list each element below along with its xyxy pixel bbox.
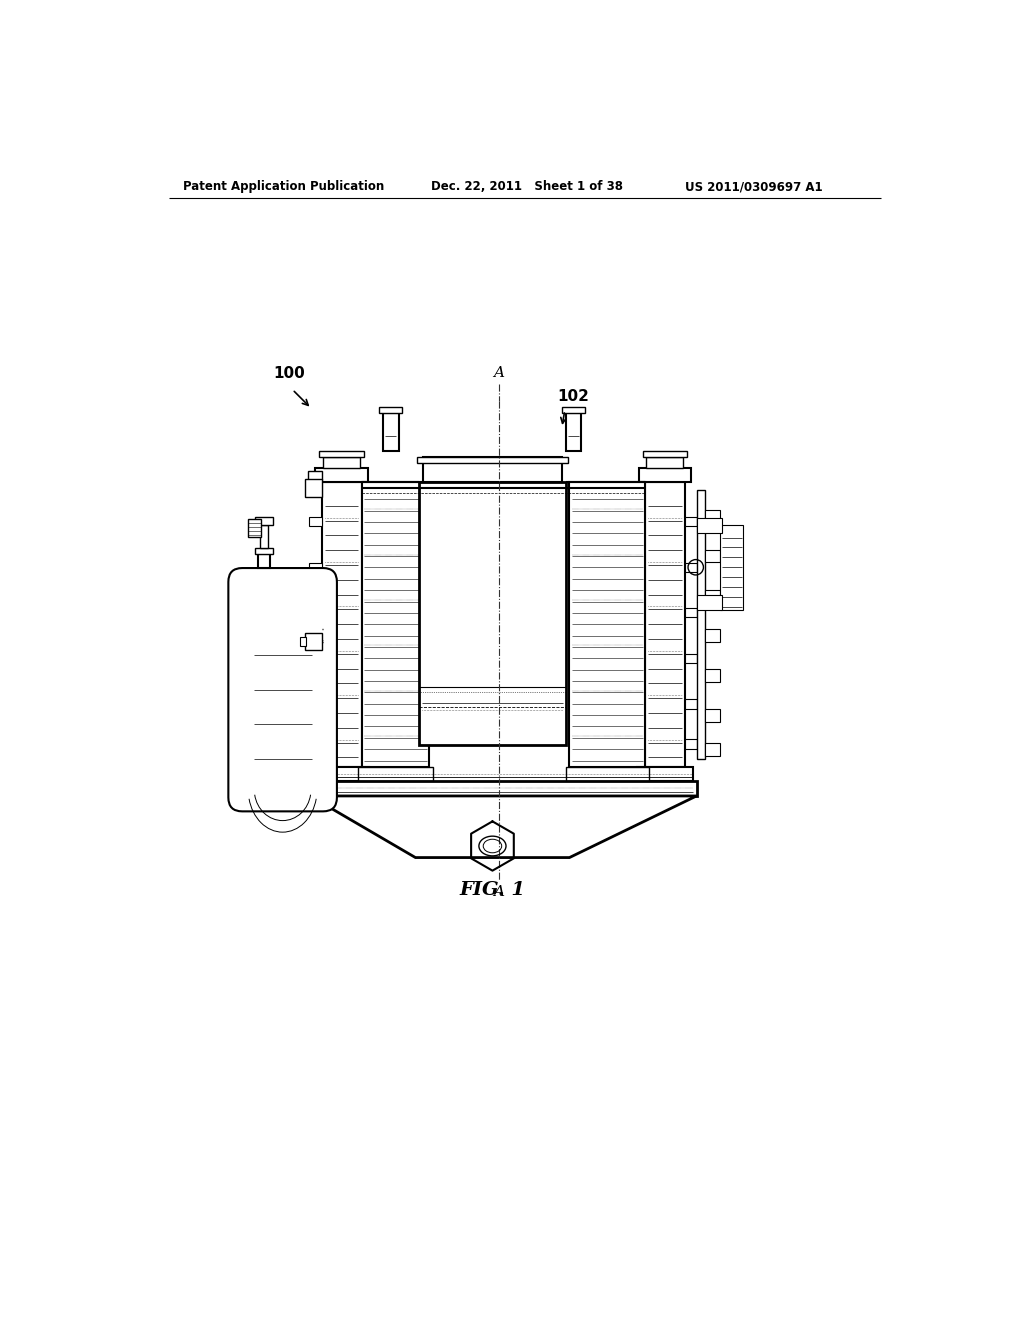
Polygon shape (310, 796, 696, 858)
Bar (310, 780, 696, 796)
Bar (307, 471, 322, 480)
Text: FIG. 1: FIG. 1 (460, 880, 525, 899)
Bar (643, 451, 687, 457)
Bar (685, 562, 697, 572)
Bar (562, 407, 585, 412)
Bar (383, 412, 398, 451)
Bar (309, 609, 322, 618)
Text: US 2011/0309697 A1: US 2011/0309697 A1 (685, 181, 822, 194)
Text: 102: 102 (557, 389, 589, 404)
Bar (705, 549, 720, 562)
Text: 100: 100 (273, 366, 305, 381)
Bar (309, 517, 322, 527)
Bar (569, 482, 645, 767)
Bar (255, 548, 273, 554)
Bar (255, 517, 273, 525)
Bar (685, 700, 697, 709)
Bar (685, 739, 697, 748)
Bar (645, 482, 685, 767)
Bar (304, 479, 322, 498)
Bar (720, 524, 743, 610)
Bar (249, 519, 261, 537)
Text: Patent Application Publication: Patent Application Publication (183, 181, 384, 194)
Bar (705, 709, 720, 722)
Bar (565, 412, 581, 451)
Bar (309, 739, 322, 748)
Bar (419, 482, 565, 744)
Bar (423, 457, 562, 482)
Bar (705, 743, 720, 756)
Bar (646, 457, 683, 469)
Bar (315, 469, 368, 482)
Bar (565, 767, 649, 780)
Bar (697, 517, 722, 533)
Text: A: A (494, 884, 504, 899)
Bar (637, 767, 692, 780)
Bar (685, 653, 697, 663)
Bar (313, 767, 370, 780)
Bar (260, 525, 267, 548)
Bar (705, 510, 720, 523)
Text: A: A (494, 366, 504, 380)
Bar (322, 482, 361, 767)
Bar (361, 482, 429, 767)
Bar (300, 636, 306, 645)
Bar (705, 630, 720, 642)
Bar (705, 590, 720, 602)
Bar (697, 594, 722, 610)
Bar (304, 634, 322, 649)
Bar (379, 407, 402, 412)
Bar (697, 490, 705, 759)
FancyBboxPatch shape (228, 568, 337, 812)
Bar (639, 469, 691, 482)
Bar (309, 700, 322, 709)
Bar (685, 609, 697, 618)
Bar (319, 451, 364, 457)
Bar (309, 562, 322, 572)
Bar (417, 457, 568, 463)
Bar (685, 517, 697, 527)
Bar (258, 554, 270, 568)
Bar (323, 457, 360, 469)
Bar (357, 767, 433, 780)
Bar (309, 653, 322, 663)
Text: Dec. 22, 2011   Sheet 1 of 38: Dec. 22, 2011 Sheet 1 of 38 (431, 181, 623, 194)
Bar (705, 669, 720, 681)
